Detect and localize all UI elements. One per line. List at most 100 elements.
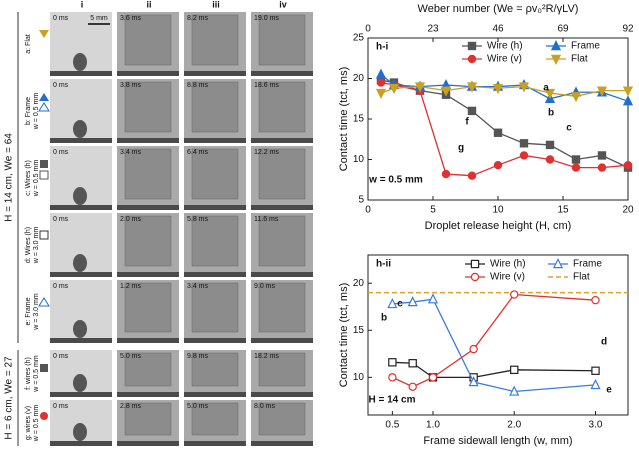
surface bbox=[50, 441, 112, 446]
surface bbox=[184, 205, 246, 210]
droplet bbox=[73, 187, 87, 205]
surface bbox=[117, 71, 179, 76]
marker bbox=[440, 86, 452, 97]
chart: 10 15 20 0.5 1.0 2.0 3.0 Frame sidewall length … bbox=[338, 254, 629, 447]
marker bbox=[545, 155, 555, 164]
surface bbox=[184, 338, 246, 343]
surface bbox=[50, 272, 112, 277]
droplet bbox=[73, 320, 87, 338]
column-header: iii bbox=[212, 0, 220, 9]
photo-mesh bbox=[124, 215, 172, 267]
icon bbox=[38, 102, 50, 112]
marker bbox=[469, 344, 478, 354]
time-label: 19.0 ms bbox=[254, 15, 279, 22]
surface bbox=[251, 338, 313, 343]
droplet bbox=[73, 254, 87, 272]
time-label: 1.2 ms bbox=[120, 283, 142, 290]
time-label: 0 ms bbox=[53, 149, 69, 156]
row-sublabel: w = 0.5 mm bbox=[33, 93, 40, 131]
droplet bbox=[73, 53, 87, 71]
marker bbox=[467, 171, 477, 180]
annotation: b bbox=[381, 313, 387, 324]
time-label: 8.8 ms bbox=[187, 82, 209, 89]
column-header: iv bbox=[279, 0, 287, 9]
marker bbox=[510, 290, 519, 299]
annotation: w = 0.5 mm bbox=[368, 175, 423, 186]
surface bbox=[251, 392, 313, 397]
surface bbox=[184, 71, 246, 76]
panel-label: h-ii bbox=[376, 259, 391, 270]
surface bbox=[184, 272, 246, 277]
x-tick-label: 20 bbox=[622, 205, 634, 216]
legend-label: Wire (h) bbox=[487, 41, 523, 52]
plot-frame bbox=[367, 254, 629, 416]
photo-mesh bbox=[124, 148, 172, 200]
surface bbox=[117, 272, 179, 277]
surface bbox=[117, 205, 179, 210]
y-tick-label: 10 bbox=[353, 372, 365, 383]
legend-label: Wire (h) bbox=[490, 259, 526, 270]
icon bbox=[40, 160, 48, 168]
marker bbox=[408, 382, 417, 391]
row-label: e: Frame bbox=[25, 297, 32, 325]
annotation: c bbox=[397, 299, 403, 310]
surface bbox=[251, 272, 313, 277]
y-tick-label: 25 bbox=[353, 33, 365, 44]
time-label: 6.4 ms bbox=[187, 149, 209, 156]
time-label: 12.2 ms bbox=[254, 149, 279, 156]
y-axis-title: Contact time (tct, ms) bbox=[338, 67, 350, 172]
photo-mesh bbox=[191, 81, 239, 133]
marker bbox=[544, 88, 556, 100]
row-label: d: Wires (h) bbox=[25, 227, 32, 263]
marker bbox=[509, 385, 520, 396]
icon bbox=[38, 297, 50, 307]
time-label: 5.0 ms bbox=[120, 353, 142, 360]
row-sublabel: w = 0.5 mm bbox=[33, 405, 40, 443]
y-tick-label: 5 bbox=[358, 195, 364, 206]
photo-mesh bbox=[258, 402, 306, 436]
time-label: 18.6 ms bbox=[254, 82, 279, 89]
surface bbox=[251, 71, 313, 76]
surface bbox=[50, 205, 112, 210]
x2-tick-label: 92 bbox=[622, 24, 634, 35]
surface bbox=[184, 441, 246, 446]
marker bbox=[622, 86, 634, 97]
marker bbox=[519, 151, 529, 160]
row-label: c: Wires (h) bbox=[25, 160, 32, 196]
marker bbox=[470, 272, 480, 282]
legend-label: Flat bbox=[573, 272, 590, 283]
row-label: a: Flat bbox=[25, 34, 32, 54]
series-line bbox=[380, 81, 629, 177]
marker bbox=[550, 40, 562, 51]
time-label: 11.6 ms bbox=[254, 216, 279, 223]
time-label: 9.0 ms bbox=[254, 283, 276, 290]
y-tick-label: 15 bbox=[353, 114, 365, 125]
surface bbox=[117, 338, 179, 343]
photo-mesh bbox=[124, 14, 172, 66]
y-tick-label: 20 bbox=[353, 73, 365, 84]
time-label: 3.8 ms bbox=[120, 82, 142, 89]
marker bbox=[468, 376, 479, 387]
photo-mesh bbox=[258, 148, 306, 200]
annotation: d bbox=[601, 337, 607, 348]
surface bbox=[184, 138, 246, 143]
x2-tick-label: 69 bbox=[557, 24, 569, 35]
photo-mesh bbox=[191, 282, 239, 333]
marker bbox=[407, 296, 418, 307]
icon bbox=[39, 170, 49, 180]
time-label: 3.4 ms bbox=[120, 149, 142, 156]
icon bbox=[39, 30, 49, 38]
row-sublabel: w = 3.0 mm bbox=[33, 227, 40, 265]
photo-mesh bbox=[191, 352, 239, 387]
photo-mesh bbox=[191, 215, 239, 267]
marker bbox=[375, 88, 387, 100]
photo-mesh bbox=[258, 215, 306, 267]
marker bbox=[552, 258, 564, 269]
marker bbox=[427, 293, 439, 304]
surface bbox=[50, 138, 112, 143]
marker bbox=[470, 259, 480, 269]
marker bbox=[388, 358, 397, 367]
x-tick-label: 5 bbox=[430, 205, 436, 216]
photo-mesh bbox=[191, 402, 239, 436]
